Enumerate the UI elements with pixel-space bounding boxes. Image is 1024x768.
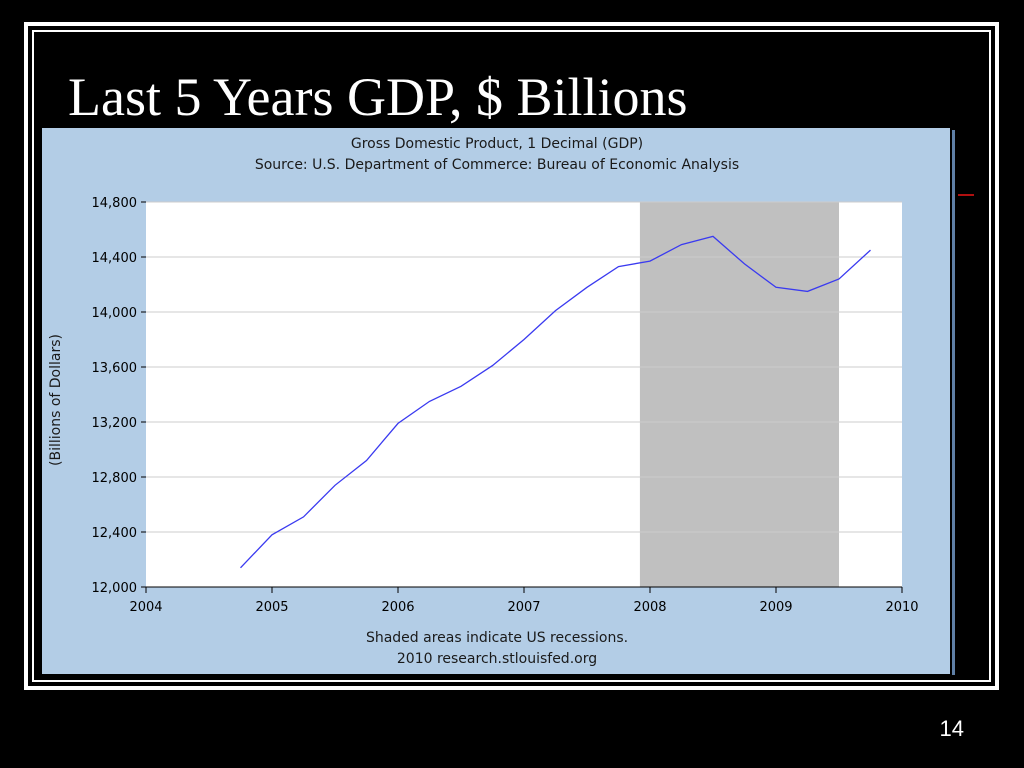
y-tick-label: 13,600 <box>92 361 138 376</box>
chart-edge-rule <box>952 130 955 675</box>
chart-title: Gross Domestic Product, 1 Decimal (GDP) <box>351 136 643 152</box>
recession-shade <box>639 202 839 587</box>
slide-title: Last 5 Years GDP, $ Billions <box>68 67 688 127</box>
y-tick-label: 14,400 <box>92 251 138 266</box>
chart-footnote: Shaded areas indicate US recessions. <box>366 630 628 646</box>
x-tick-label: 2005 <box>255 600 288 615</box>
chart-source: 2010 research.stlouisfed.org <box>397 651 597 667</box>
y-tick-label: 12,800 <box>92 471 138 486</box>
y-tick-label: 12,000 <box>92 581 138 596</box>
slide-frame-inner <box>32 30 991 682</box>
x-tick-label: 2007 <box>507 600 540 615</box>
y-tick-label: 13,200 <box>92 416 138 431</box>
x-tick-label: 2009 <box>759 600 792 615</box>
y-tick-label: 14,800 <box>92 196 138 211</box>
y-axis-label: (Billions of Dollars) <box>48 334 64 466</box>
chart-subtitle: Source: U.S. Department of Commerce: Bur… <box>255 157 739 173</box>
slide-frame-outer <box>24 22 999 690</box>
x-tick-label: 2004 <box>129 600 162 615</box>
y-tick-label: 14,000 <box>92 306 138 321</box>
series-line-gdp <box>240 235 871 569</box>
y-tick-label: 12,400 <box>92 526 138 541</box>
x-tick-label: 2006 <box>381 600 414 615</box>
x-tick-label: 2008 <box>633 600 666 615</box>
red-dash-mark <box>958 194 974 196</box>
page-number: 14 <box>939 716 964 741</box>
x-tick-label: 2010 <box>885 600 918 615</box>
